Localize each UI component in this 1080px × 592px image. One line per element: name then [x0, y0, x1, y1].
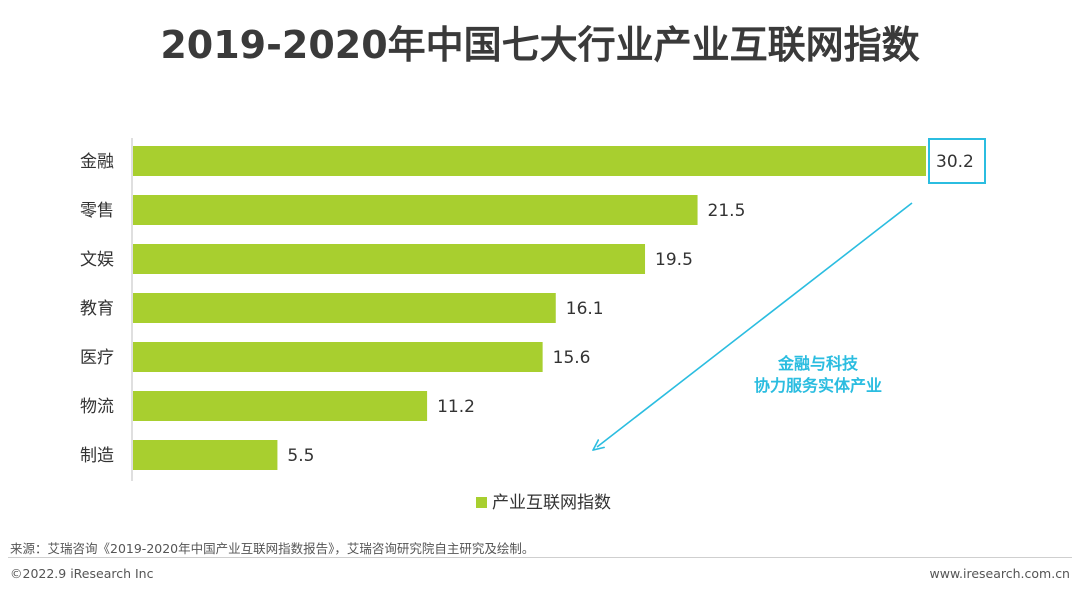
- annotation-line-1: 金融与科技: [777, 354, 859, 373]
- highlight-box: [928, 138, 986, 184]
- data-label-1: 21.5: [708, 201, 746, 221]
- category-label-6: 制造: [80, 446, 114, 466]
- data-label-4: 15.6: [553, 348, 591, 368]
- annotation-line-2: 协力服务实体产业: [754, 376, 882, 395]
- bar-0: [133, 146, 926, 176]
- legend-swatch: [476, 497, 487, 508]
- footer-divider: [8, 557, 1072, 558]
- data-label-6: 5.5: [287, 446, 314, 466]
- category-label-3: 教育: [80, 299, 114, 319]
- page-title: 2019-2020年中国七大行业产业互联网指数: [160, 23, 920, 67]
- website-link[interactable]: www.iresearch.com.cn: [929, 566, 1071, 581]
- category-label-2: 文娱: [80, 250, 114, 270]
- bar-2: [133, 244, 646, 274]
- category-label-5: 物流: [80, 397, 114, 417]
- data-label-2: 19.5: [655, 250, 693, 270]
- bar-1: [133, 195, 698, 225]
- data-label-3: 16.1: [566, 299, 604, 319]
- bar-4: [133, 342, 543, 372]
- bar-5: [133, 391, 428, 421]
- bar-6: [133, 440, 278, 470]
- category-label-1: 零售: [80, 201, 114, 221]
- data-label-0: 30.2: [936, 152, 974, 172]
- trend-arrow: [597, 202, 913, 447]
- copyright-text: ©2022.9 iResearch Inc: [10, 566, 154, 581]
- category-label-4: 医疗: [80, 348, 114, 368]
- bar-3: [133, 293, 556, 323]
- data-label-5: 11.2: [437, 397, 475, 417]
- source-note: 来源：艾瑞咨询《2019-2020年中国产业互联网指数报告》，艾瑞咨询研究院自主…: [10, 541, 535, 556]
- legend-label: 产业互联网指数: [492, 493, 611, 513]
- category-label-0: 金融: [80, 152, 114, 172]
